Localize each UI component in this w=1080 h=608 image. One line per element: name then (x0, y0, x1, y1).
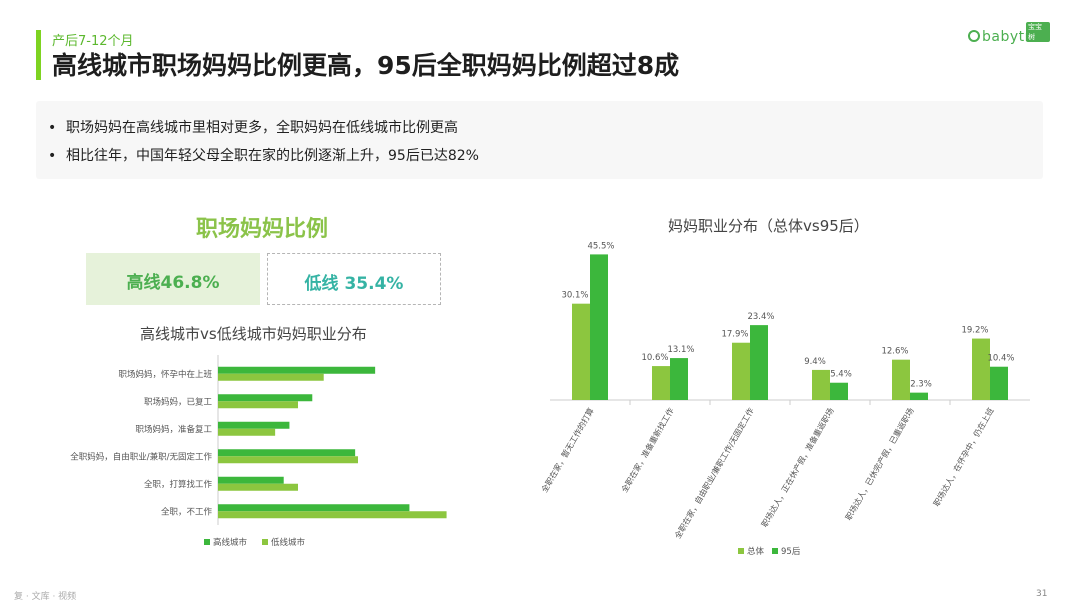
finding-text: 职场妈妈在高线城市里相对更多，全职妈妈在低线城市比例更高 (66, 120, 458, 136)
category-label: 全职在家，自由职业/兼职工作/无固定工作 (672, 406, 755, 540)
bar-post95 (830, 382, 848, 400)
page-title: 高线城市职场妈妈比例更高，95后全职妈妈比例超过8成 (52, 51, 680, 80)
bar-post95 (750, 325, 768, 400)
bar-high-tier (218, 394, 313, 402)
bar-low-tier (218, 428, 276, 436)
legend-swatch-overall (738, 548, 744, 554)
category-label: 职场妈妈，准备复工 (135, 424, 212, 435)
city-tier-occupation-chart: 职场妈妈，怀孕中在上班职场妈妈，已复工职场妈妈，准备复工全职妈妈，自由职业/兼职… (70, 355, 447, 548)
logo-badge: 宝宝树 (1026, 22, 1050, 42)
data-label: 45.5% (587, 241, 614, 251)
data-label: 23.4% (747, 312, 774, 322)
page-subtitle: 产后7-12个月 (52, 34, 134, 49)
low-tier-ratio-text: 低线 35.4% (304, 274, 404, 294)
legend-swatch-high-tier (204, 539, 210, 545)
data-label: 10.6% (641, 353, 668, 363)
legend-label-low-tier: 低线城市 (271, 537, 306, 548)
bar-overall (652, 366, 670, 400)
title-accent-bar (36, 30, 41, 80)
bar-low-tier (218, 373, 324, 381)
category-label: 职场达人，正在休产假，准备重返职场 (759, 406, 836, 529)
bar-low-tier (218, 483, 298, 491)
bar-overall (572, 303, 590, 400)
left-chart-title: 高线城市vs低线城市妈妈职业分布 (140, 325, 367, 343)
bar-low-tier (218, 401, 298, 409)
data-label: 10.4% (987, 354, 1014, 364)
legend-label-high-tier: 高线城市 (213, 537, 248, 548)
category-label: 全职在家，准备重新找工作 (619, 406, 676, 494)
bar-post95 (910, 392, 928, 400)
category-label: 全职，打算找工作 (144, 479, 213, 490)
overall-vs-95-occupation-chart: 30.1% 45.5% 全职在家，暂无工作的打算 10.6%13.1% 全职在家，准备重… (539, 241, 1030, 557)
finding-text: 相比往年，中国年轻父母全职在家的比例逐渐上升，95后已达82% (66, 148, 479, 164)
bar-high-tier (218, 449, 356, 457)
working-mom-ratio-heading: 职场妈妈比例 (196, 217, 329, 242)
bar-overall (892, 359, 910, 400)
bullet-dot: • (48, 120, 57, 136)
data-label: 2.3% (910, 380, 932, 390)
legend-swatch-post95 (772, 548, 778, 554)
category-label: 职场妈妈，怀孕中在上班 (118, 369, 212, 380)
bar-high-tier (218, 504, 410, 512)
high-tier-ratio-box: 高线46.8% (86, 253, 260, 305)
data-label: 9.4% (804, 357, 826, 367)
legend-label-post95: 95后 (781, 546, 801, 557)
bullet-dot: • (48, 148, 57, 164)
finding-item: • 职场妈妈在高线城市里相对更多，全职妈妈在低线城市比例更高 (48, 117, 458, 137)
category-label: 职场达人，已休完产假，已重返职场 (843, 406, 916, 522)
bar-high-tier (218, 476, 284, 484)
bar-high-tier (218, 421, 290, 429)
bar-post95 (590, 254, 608, 400)
high-tier-ratio-text: 高线46.8% (126, 273, 220, 293)
bar-low-tier (218, 456, 358, 464)
legend-swatch-low-tier (262, 539, 268, 545)
low-tier-ratio-box: 低线 35.4% (267, 253, 441, 305)
category-label: 全职妈妈，自由职业/兼职/无固定工作 (70, 451, 212, 462)
page-number: 31 (1036, 589, 1048, 599)
bar-post95 (670, 358, 688, 400)
key-findings-box: • 职场妈妈在高线城市里相对更多，全职妈妈在低线城市比例更高 • 相比往年，中国年轻… (36, 101, 1043, 179)
category-label: 职场达人，在怀孕中，仍在上班 (931, 406, 996, 508)
category-label: 全职，不工作 (161, 506, 213, 517)
data-label: 5.4% (830, 370, 852, 380)
category-label: 职场妈妈，已复工 (144, 396, 213, 407)
bar-post95 (990, 366, 1008, 400)
data-label: 17.9% (721, 330, 748, 340)
logo-icon (968, 30, 980, 42)
footer-watermark: 复 · 文库 · 视频 (14, 592, 77, 602)
right-chart-title: 妈妈职业分布（总体vs95后） (668, 217, 869, 235)
data-label: 30.1% (561, 291, 588, 301)
category-label: 全职在家，暂无工作的打算 (539, 406, 596, 494)
finding-item: • 相比往年，中国年轻父母全职在家的比例逐渐上升，95后已达82% (48, 145, 479, 165)
data-label: 13.1% (667, 345, 694, 355)
bar-overall (972, 338, 990, 400)
bar-overall (732, 342, 750, 400)
bar-overall (812, 369, 830, 400)
bar-low-tier (218, 511, 447, 519)
babytree-logo: babytree 宝宝树 (968, 22, 1050, 50)
legend-label-overall: 总体 (747, 546, 765, 557)
data-label: 19.2% (961, 326, 988, 336)
bar-high-tier (218, 366, 376, 374)
data-label: 12.6% (881, 347, 908, 357)
